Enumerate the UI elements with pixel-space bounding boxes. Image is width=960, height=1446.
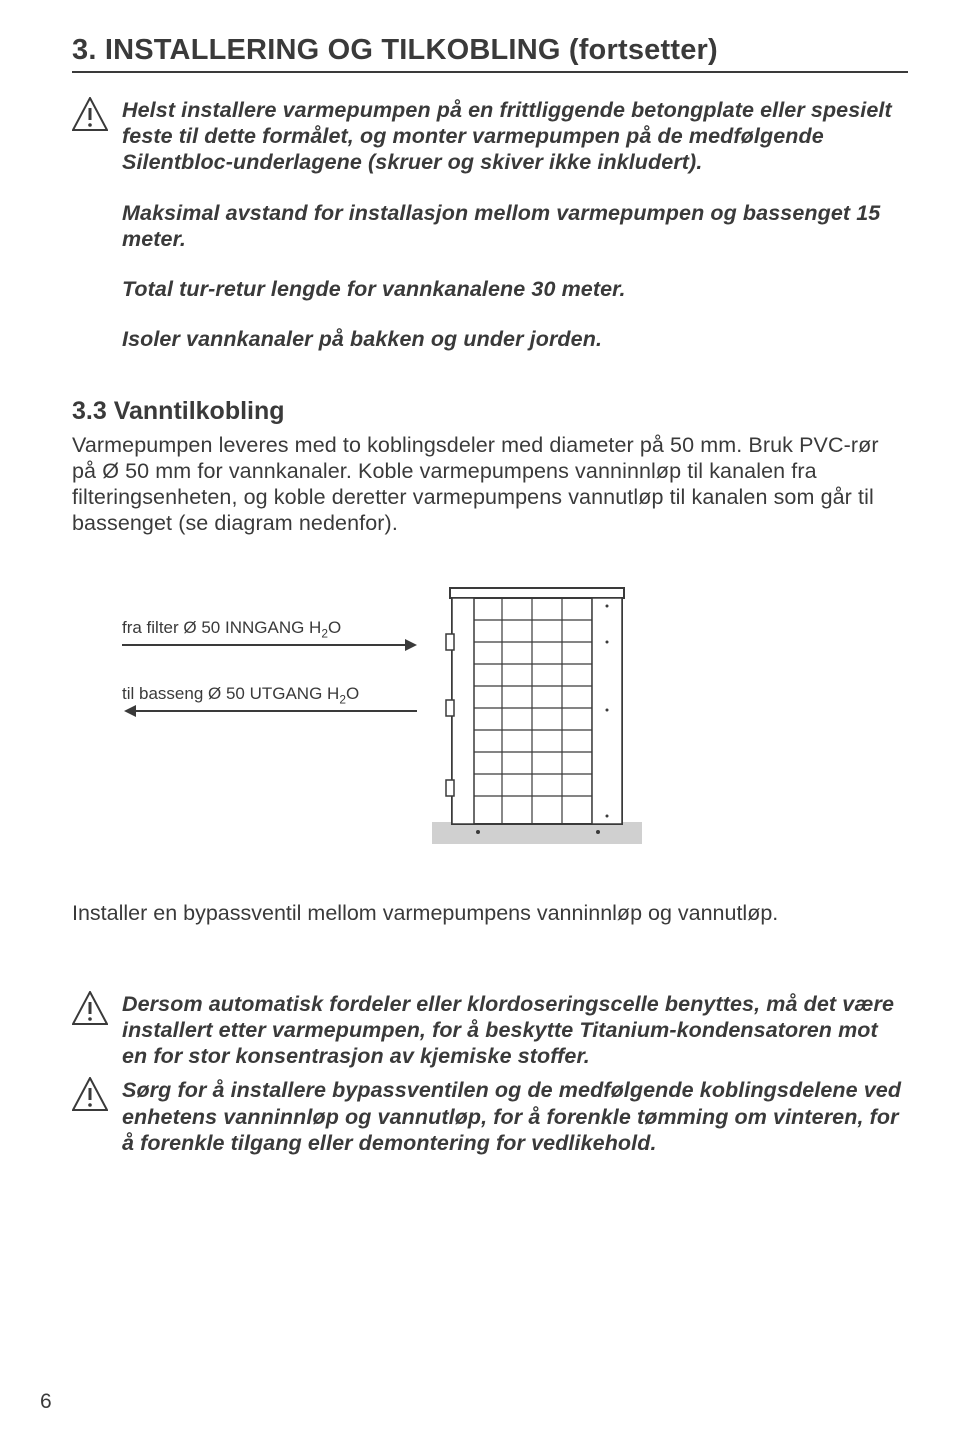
page-number: 6 xyxy=(40,1390,52,1414)
warning-block-1: Helst installere varmepumpen på en fritt… xyxy=(72,97,908,353)
warning-icon xyxy=(72,1077,108,1156)
warn1-p1: Helst installere varmepumpen på en fritt… xyxy=(122,97,908,176)
warn1-p3: Total tur-retur lengde for vannkanalene … xyxy=(122,276,908,302)
diagram-arrow-inlet xyxy=(122,644,407,646)
warning-block-2: Dersom automatisk fordeler eller klordos… xyxy=(72,991,908,1070)
section-title: 3. INSTALLERING OG TILKOBLING (fortsette… xyxy=(72,34,908,73)
warning-text-3: Sørg for å installere bypassventilen og … xyxy=(122,1077,908,1156)
subsection-title: 3.3 Vanntilkobling xyxy=(72,397,908,426)
heatpump-unit-drawing xyxy=(432,584,642,854)
connection-diagram: fra filter Ø 50 INNGANG H2O til basseng … xyxy=(122,588,842,850)
body-paragraph: Varmepumpen leveres med to koblingsdeler… xyxy=(72,432,908,537)
warn2-p: Dersom automatisk fordeler eller klordos… xyxy=(122,991,908,1070)
diagram-label-inlet: fra filter Ø 50 INNGANG H2O xyxy=(122,618,341,640)
warning-text-2: Dersom automatisk fordeler eller klordos… xyxy=(122,991,908,1070)
warning-text-1: Helst installere varmepumpen på en fritt… xyxy=(122,97,908,353)
warn3-p: Sørg for å installere bypassventilen og … xyxy=(122,1077,908,1156)
warning-icon xyxy=(72,97,108,353)
warn1-p2: Maksimal avstand for installasjon mellom… xyxy=(122,200,908,252)
diagram-label-outlet: til basseng Ø 50 UTGANG H2O xyxy=(122,684,359,706)
warning-icon xyxy=(72,991,108,1070)
bypass-paragraph: Installer en bypassventil mellom varmepu… xyxy=(72,900,908,926)
warning-block-3: Sørg for å installere bypassventilen og … xyxy=(72,1077,908,1156)
diagram-arrow-outlet xyxy=(134,710,417,712)
warn1-p4: Isoler vannkanaler på bakken og under jo… xyxy=(122,326,908,352)
